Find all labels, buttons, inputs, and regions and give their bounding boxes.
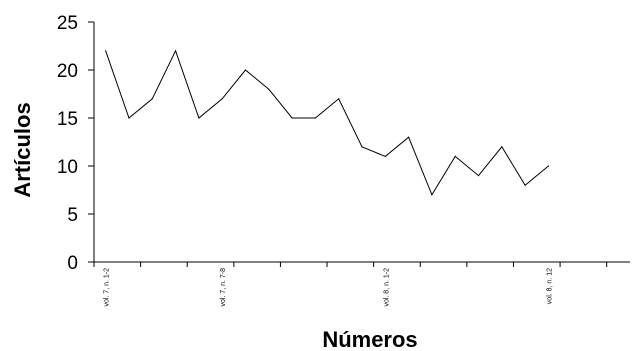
x-tick-label: vol. 8, n. 12 bbox=[546, 268, 553, 304]
data-point bbox=[384, 155, 386, 157]
data-point bbox=[105, 50, 107, 52]
y-tick-label: 20 bbox=[57, 61, 78, 82]
x-axis-ticks: vol. 7, n. 1-2 vol. 7, n. 7-8 vol. 8, n. 1… bbox=[93, 262, 608, 307]
y-axis-label: Artículos bbox=[10, 102, 35, 197]
y-tick-label: 0 bbox=[67, 253, 78, 274]
data-point bbox=[338, 98, 340, 100]
data-point bbox=[198, 117, 200, 119]
data-point bbox=[547, 165, 550, 167]
series-line bbox=[105, 49, 549, 196]
data-point bbox=[151, 98, 153, 100]
data-point bbox=[291, 117, 293, 119]
data-point bbox=[431, 194, 433, 196]
y-axis-ticks: 0 5 10 15 20 25 bbox=[57, 13, 94, 274]
data-point bbox=[221, 98, 223, 100]
data-point bbox=[268, 88, 270, 90]
data-point bbox=[314, 117, 316, 119]
x-tick-label: vol. 7, n. 7-8 bbox=[220, 268, 227, 307]
x-tick-label: vol. 7, n. 1-2 bbox=[104, 268, 111, 307]
y-tick-label: 10 bbox=[57, 157, 78, 178]
y-tick-label: 15 bbox=[57, 109, 78, 130]
data-point bbox=[524, 184, 526, 186]
data-point bbox=[477, 175, 480, 177]
x-axis-label: Números bbox=[322, 327, 417, 351]
data-point bbox=[408, 136, 410, 138]
y-tick-label: 5 bbox=[67, 205, 78, 226]
data-point bbox=[501, 146, 503, 148]
axes bbox=[93, 22, 630, 263]
data-point bbox=[454, 155, 456, 157]
data-point bbox=[244, 69, 247, 71]
plot-area bbox=[105, 49, 550, 196]
data-point bbox=[361, 146, 363, 148]
data-point bbox=[128, 117, 130, 119]
y-tick-label: 25 bbox=[57, 13, 78, 34]
x-tick-label: vol. 8, n. 1-2 bbox=[383, 268, 390, 307]
data-point bbox=[174, 50, 177, 52]
